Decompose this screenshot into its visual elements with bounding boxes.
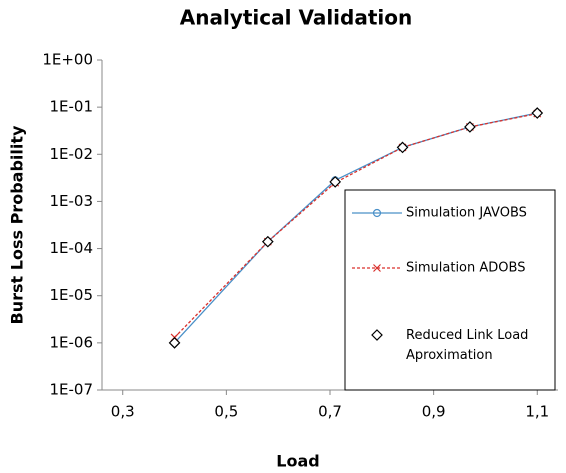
marker <box>168 337 181 349</box>
y-tick-label: 1E-05 <box>49 286 93 304</box>
legend-label: Simulation JAVOBS <box>406 206 527 221</box>
marker <box>396 141 409 154</box>
y-tick-label: 1E-03 <box>49 192 93 210</box>
y-tick-label: 1E-01 <box>49 98 93 116</box>
marker <box>372 208 382 218</box>
legend-label: Reduced Link Load Aproximation <box>406 328 528 363</box>
chart-title: Analytical Validation <box>180 6 413 30</box>
marker <box>373 264 381 272</box>
marker <box>371 329 383 341</box>
y-tick-label: 1E-04 <box>49 239 93 257</box>
y-tick-label: 1E-07 <box>49 381 93 399</box>
x-axis-label: Load <box>276 452 319 471</box>
x-tick-label: 0,3 <box>111 403 135 421</box>
marker <box>329 176 342 188</box>
legend-label-line: Reduced Link Load <box>406 328 528 343</box>
x-tick-label: 0,7 <box>318 403 342 421</box>
y-axis-label: Burst Loss Probability <box>8 125 27 324</box>
marker <box>464 121 476 133</box>
y-tick-label: 1E-02 <box>49 145 93 163</box>
legend-label-line: Aproximation <box>406 348 493 363</box>
series-line <box>174 112 538 338</box>
x-tick-label: 1,1 <box>525 403 549 421</box>
x-tick-label: 0,5 <box>214 403 238 421</box>
marker <box>261 235 274 248</box>
marker <box>531 107 544 119</box>
legend-label: Simulation ADOBS <box>406 261 525 276</box>
y-tick-label: 1E-06 <box>49 333 93 351</box>
x-tick-label: 0,9 <box>422 403 446 421</box>
y-tick-label: 1E+00 <box>42 51 93 69</box>
legend-box <box>344 189 556 391</box>
